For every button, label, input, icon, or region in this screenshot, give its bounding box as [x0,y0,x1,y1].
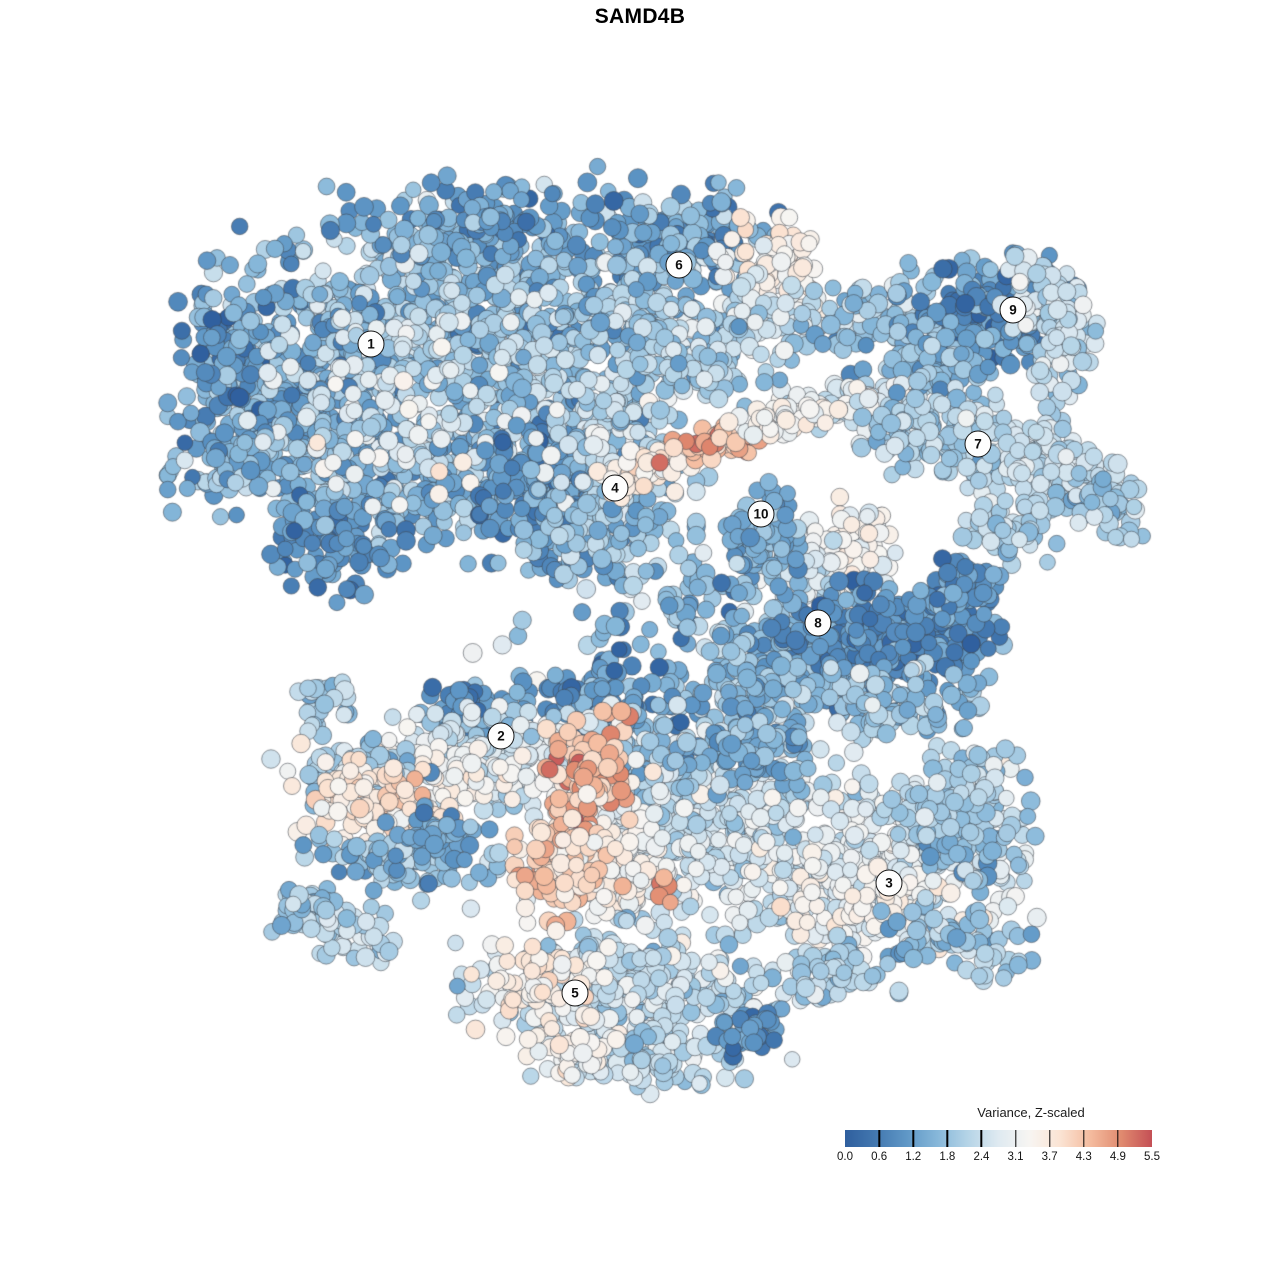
legend-tick [912,1130,914,1147]
cluster-label-badge-9: 9 [999,296,1027,324]
legend-tick-label: 4.3 [1075,1151,1092,1163]
legend-tick-label: 1.2 [905,1151,922,1163]
cluster-label-badge-10: 10 [747,500,775,528]
legend-tick [1117,1130,1119,1147]
legend-tick [946,1130,949,1147]
legend-tick-label: 0.0 [837,1151,853,1163]
legend-tick [980,1130,983,1147]
cluster-label-badge-4: 4 [601,474,629,502]
legend-tick-label: 3.1 [1007,1151,1024,1163]
cluster-label-badge-8: 8 [804,609,832,637]
legend: Variance, Z-scaled 0.0 0.6 1.2 1.8 2.4 3.1 3.7… [837,1103,1160,1165]
cluster-label-badge-2: 2 [487,722,515,750]
legend-tick [1083,1130,1085,1147]
legend-tick-label: 2.4 [973,1151,990,1163]
legend-tick-label: 3.7 [1041,1151,1058,1163]
cluster-label-badge-7: 7 [964,430,992,458]
cluster-label-badge-3: 3 [875,869,903,897]
legend-tick-label: 0.6 [871,1151,888,1163]
cluster-label-badge-1: 1 [357,330,385,358]
cluster-label-badge-5: 5 [561,979,589,1007]
legend-colorbar [845,1130,1152,1147]
cluster-label-badge-6: 6 [665,251,693,279]
legend-title: Variance, Z-scaled [977,1105,1085,1120]
legend-tick [1014,1130,1017,1147]
legend-tick [1048,1130,1051,1147]
legend-tick-label: 4.9 [1109,1151,1126,1163]
legend-tick-label: 5.5 [1144,1151,1160,1163]
legend-tick-label: 1.8 [939,1151,956,1163]
legend-tick [878,1130,880,1147]
